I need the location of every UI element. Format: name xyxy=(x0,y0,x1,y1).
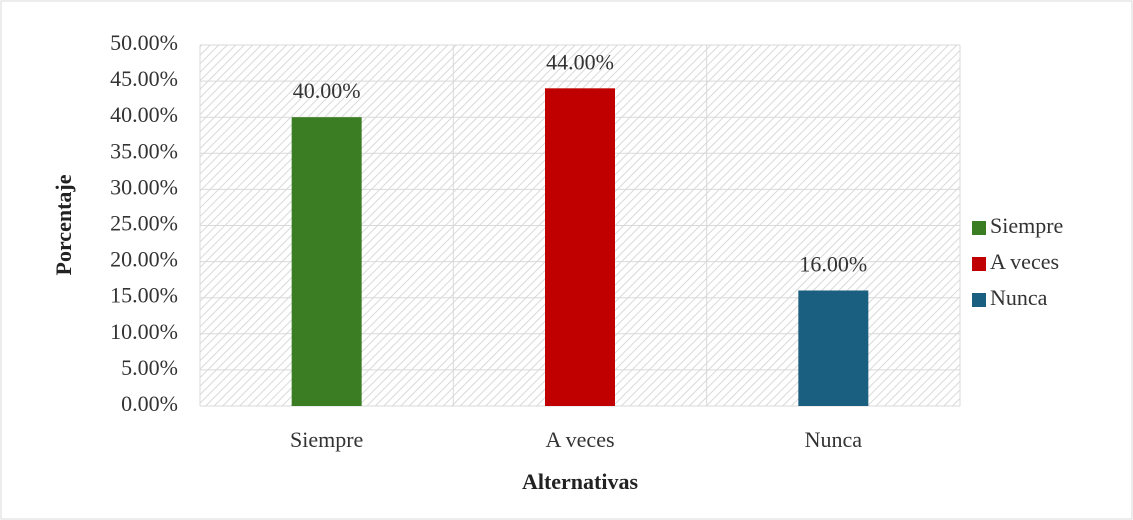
y-tick-label: 45.00% xyxy=(110,66,178,91)
x-tick-label: A veces xyxy=(545,427,614,452)
y-tick-label: 30.00% xyxy=(110,174,178,199)
legend-label: A veces xyxy=(990,249,1059,274)
y-tick-label: 0.00% xyxy=(121,391,178,416)
legend-swatch xyxy=(972,221,986,235)
bar xyxy=(291,117,362,406)
y-tick-label: 10.00% xyxy=(110,319,178,344)
y-axis-title: Porcentaje xyxy=(51,174,76,275)
legend-swatch xyxy=(972,293,986,307)
y-tick-label: 25.00% xyxy=(110,211,178,236)
data-label: 40.00% xyxy=(293,78,361,103)
data-label: 16.00% xyxy=(799,252,867,277)
x-tick-label: Nunca xyxy=(805,427,863,452)
legend-label: Nunca xyxy=(990,285,1048,310)
y-tick-label: 5.00% xyxy=(121,355,178,380)
y-tick-label: 15.00% xyxy=(110,283,178,308)
legend-swatch xyxy=(972,257,986,271)
legend-label: Siempre xyxy=(990,213,1063,238)
y-tick-label: 40.00% xyxy=(110,102,178,127)
x-axis-title: Alternativas xyxy=(522,469,639,494)
x-tick-label: Siempre xyxy=(290,427,363,452)
y-tick-label: 35.00% xyxy=(110,138,178,163)
y-tick-label: 50.00% xyxy=(110,30,178,55)
data-label: 44.00% xyxy=(546,49,614,74)
y-tick-label: 20.00% xyxy=(110,247,178,272)
bar xyxy=(798,290,869,406)
bar xyxy=(545,88,615,406)
